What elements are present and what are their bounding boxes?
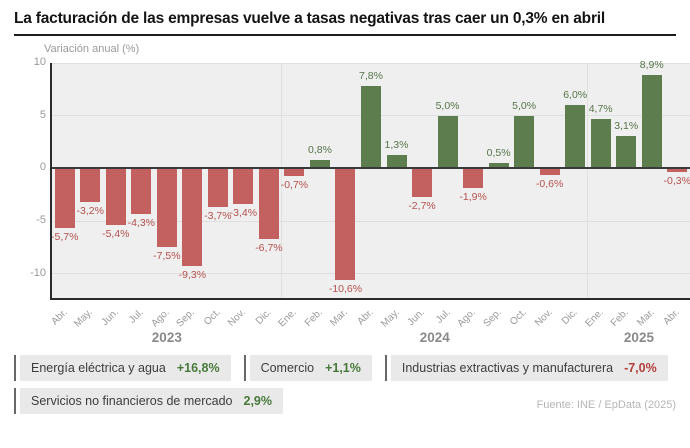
y-tick-label: -10	[30, 266, 46, 279]
year-separator	[281, 63, 283, 298]
axis-title: Variación anual (%)	[44, 43, 140, 55]
bar-chart: -5,7% -3,2% -5,4% -4,3% -7,5% -9,3% -3,7% -3,4%…	[14, 56, 690, 351]
year-separator	[587, 63, 589, 298]
bar-value-label: -7,5%	[153, 250, 181, 263]
bar	[284, 168, 305, 176]
bar-value-label: 0,5%	[486, 147, 511, 160]
title-divider	[14, 34, 676, 36]
bar	[539, 168, 560, 175]
bar	[667, 168, 688, 172]
legend-item-label: Comercio	[260, 361, 315, 375]
bar	[80, 168, 101, 203]
bar-value-label: 5,0%	[435, 99, 460, 112]
legend-item-industrias: Industrias extractivas y manufacturera -…	[384, 355, 668, 381]
legend-item-tick	[14, 388, 16, 414]
bar	[463, 168, 484, 189]
year-label: 2024	[419, 330, 450, 345]
zero-line	[52, 167, 690, 170]
bar-value-label: -5,7%	[51, 231, 79, 244]
bar	[565, 105, 586, 169]
bar	[514, 115, 535, 169]
bar-value-label: -4,3%	[127, 216, 156, 229]
bar	[156, 168, 177, 248]
legend-item-tick	[14, 355, 16, 381]
bar-value-label: -3,7%	[204, 210, 232, 223]
bar-value-label: 3,1%	[614, 119, 639, 132]
bar-value-label: -3,4%	[229, 207, 258, 220]
bar	[335, 168, 356, 281]
y-tick-label: 0	[39, 161, 46, 174]
bar-value-label: 8,9%	[639, 58, 664, 71]
legend-item-value: -7,0%	[624, 361, 657, 375]
bar	[590, 118, 611, 169]
legend-item-label: Energía eléctrica y agua	[31, 361, 166, 375]
year-label: 2025	[623, 330, 654, 345]
bar-value-label: -9,3%	[178, 269, 207, 282]
bar	[361, 86, 381, 169]
gridline	[52, 273, 690, 275]
legend-item-tick	[384, 355, 387, 381]
bar	[182, 168, 203, 267]
bar-value-label: -0,7%	[280, 178, 309, 191]
bar-value-label: -3,2%	[76, 205, 104, 218]
bar-value-label: 4,7%	[588, 102, 613, 115]
y-axis-line	[50, 63, 52, 300]
bar	[616, 135, 637, 169]
legend-item-tick	[243, 355, 246, 381]
plot-area: -5,7% -3,2% -5,4% -4,3% -7,5% -9,3% -3,7% -3,4%…	[51, 59, 690, 298]
bar-value-label: -2,7%	[408, 199, 436, 212]
bar-value-label: -1,9%	[459, 191, 487, 204]
y-tick-label: 5	[39, 108, 46, 121]
y-tick-label: 10	[33, 56, 46, 68]
bar-value-label: 5,0%	[512, 99, 537, 112]
legend-item-comercio: Comercio +1,1%	[243, 355, 372, 381]
legend-row: Servicios no financieros de mercado 2,9%…	[14, 388, 676, 414]
legend-item-label: Industrias extractivas y manufacturera	[401, 361, 614, 375]
legend-item-value: +1,1%	[325, 361, 361, 375]
bar	[641, 74, 662, 169]
bar	[207, 168, 228, 208]
legend-item-energia: Energía eléctrica y agua +16,8%	[14, 355, 231, 381]
bar-value-label: -6,7%	[255, 241, 283, 254]
legend-item-box: Industrias extractivas y manufacturera -…	[390, 355, 668, 381]
bar-value-label: 1,3%	[384, 138, 409, 151]
bar	[437, 115, 458, 169]
legend-item-box: Servicios no financieros de mercado 2,9%	[20, 388, 283, 414]
bar	[386, 154, 407, 169]
legend-item-value: 2,9%	[243, 394, 273, 408]
bar	[131, 168, 152, 214]
bar-value-label: -0,6%	[535, 177, 564, 190]
bar-value-label: 7,8%	[359, 70, 383, 83]
gridline	[52, 220, 690, 222]
bar	[258, 168, 279, 239]
legend: Energía eléctrica y agua +16,8% Comercio…	[14, 355, 676, 414]
page-title: La facturación de las empresas vuelve a …	[14, 10, 605, 27]
bar-value-label: -10,6%	[328, 283, 363, 296]
legend-row: Energía eléctrica y agua +16,8% Comercio…	[14, 355, 676, 381]
legend-item-servicios: Servicios no financieros de mercado 2,9%	[14, 388, 283, 414]
legend-item-label: Servicios no financieros de mercado	[31, 394, 233, 408]
bar	[412, 168, 433, 197]
legend-item-box: Comercio +1,1%	[249, 355, 372, 381]
bar-value-label: 0,8%	[307, 143, 332, 156]
bar	[105, 168, 126, 226]
bar	[488, 163, 509, 169]
bar-value-label: -5,4%	[102, 228, 130, 241]
y-tick-label: -5	[36, 214, 46, 227]
x-axis-line	[50, 298, 690, 300]
bar	[54, 168, 75, 229]
bar	[233, 168, 254, 205]
bar	[309, 159, 330, 169]
source-credit: Fuente: INE / EpData (2025)	[536, 399, 676, 411]
legend-item-value: +16,8%	[176, 361, 220, 375]
gridline	[52, 62, 690, 64]
legend-item-box: Energía eléctrica y agua +16,8%	[20, 355, 231, 381]
bar-value-label: -0,3%	[663, 174, 690, 187]
year-label: 2023	[151, 330, 182, 345]
bar-value-label: 6,0%	[563, 89, 588, 102]
